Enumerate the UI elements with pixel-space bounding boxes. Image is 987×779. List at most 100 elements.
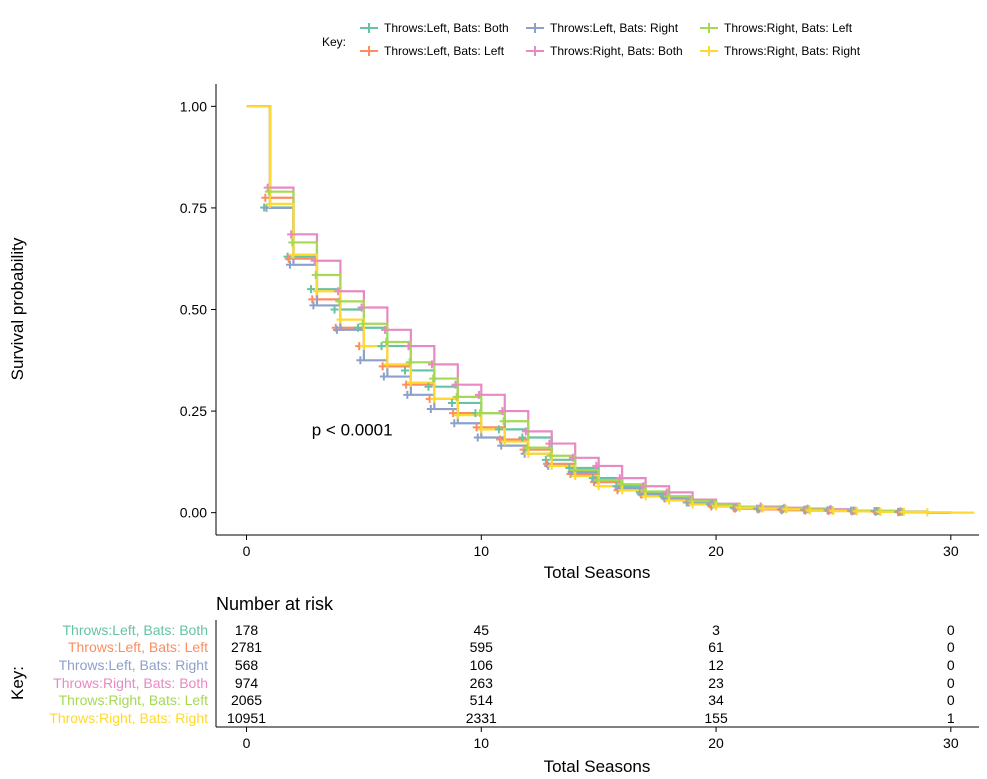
- censor-mark: [899, 507, 908, 516]
- legend-item: Throws:Right, Bats: Both: [526, 44, 683, 58]
- risk-table-x-tick-label: 20: [708, 735, 724, 751]
- legend-item: Throws:Right, Bats: Right: [700, 44, 861, 58]
- risk-table-row: Throws:Right, Bats: Right 10951 2331 155 1: [49, 710, 955, 726]
- censor-mark: [688, 500, 697, 509]
- risk-table-x-tick-label: 10: [474, 735, 490, 751]
- censor-mark: [265, 199, 274, 208]
- censor-mark: [852, 507, 861, 516]
- censor-mark: [309, 301, 318, 310]
- censor-mark: [639, 482, 648, 491]
- risk-table-count: 178: [235, 622, 259, 638]
- censor-mark: [330, 305, 339, 314]
- legend-key-icon: [700, 23, 718, 33]
- risk-table-x-axis-label: Total Seasons: [544, 757, 651, 776]
- censor-mark: [263, 183, 272, 192]
- risk-table-x-tick-label: 0: [243, 735, 251, 751]
- censor-mark: [616, 480, 625, 489]
- censor-mark: [734, 502, 743, 511]
- censor-mark: [451, 380, 460, 389]
- censor-mark: [805, 506, 814, 515]
- risk-table-row: Throws:Left, Bats: Right 568 106 12 0: [59, 657, 955, 673]
- survival-curve-line: [246, 105, 951, 514]
- y-tick-label: 0.00: [180, 505, 207, 521]
- censor-mark: [571, 472, 580, 481]
- censor-mark: [499, 417, 508, 426]
- censor-mark: [541, 455, 550, 464]
- risk-table-count: 34: [708, 692, 724, 708]
- censor-mark: [473, 433, 482, 442]
- censor-mark: [500, 437, 509, 446]
- censor-mark: [662, 488, 671, 497]
- legend-key-icon: [360, 46, 378, 56]
- risk-table-row: Throws:Left, Bats: Both 178 45 3 0: [62, 622, 954, 638]
- censor-mark: [594, 482, 603, 491]
- legend-label: Throws:Right, Bats: Left: [724, 21, 853, 35]
- risk-table-count: 974: [235, 675, 259, 691]
- risk-table-count: 45: [474, 622, 490, 638]
- censor-mark: [403, 390, 412, 399]
- risk-table-count: 1: [947, 710, 955, 726]
- censor-mark: [568, 453, 577, 462]
- censor-mark: [449, 409, 458, 418]
- legend: Key: Throws:Left, Bats: Both Throws:Left,…: [322, 21, 861, 58]
- censor-mark: [546, 451, 555, 460]
- censor-mark: [641, 492, 650, 501]
- legend-item: Throws:Left, Bats: Left: [360, 44, 505, 58]
- y-tick-label: 0.50: [180, 302, 207, 318]
- risk-table-count: 61: [708, 639, 724, 655]
- risk-table-count: 263: [470, 675, 494, 691]
- risk-table-count: 595: [470, 639, 494, 655]
- risk-table-count: 0: [947, 675, 955, 691]
- risk-table-count: 106: [470, 657, 494, 673]
- legend-label: Throws:Left, Bats: Both: [384, 21, 509, 35]
- censor-mark: [378, 362, 387, 371]
- risk-table-row: Throws:Right, Bats: Both 974 263 23 0: [53, 675, 955, 691]
- censor-mark: [400, 366, 409, 375]
- censor-mark: [618, 486, 627, 495]
- risk-table-count: 0: [947, 639, 955, 655]
- risk-table-count: 10951: [227, 710, 266, 726]
- censor-mark: [876, 507, 885, 516]
- legend-key-icon: [360, 23, 378, 33]
- risk-table-count: 514: [470, 692, 494, 708]
- censor-mark: [450, 419, 459, 428]
- censor-mark: [288, 238, 297, 247]
- x-tick-label: 20: [708, 543, 724, 559]
- legend-title: Key:: [322, 35, 346, 49]
- risk-table-count: 3: [712, 622, 720, 638]
- censor-mark: [426, 405, 435, 414]
- risk-table-count: 0: [947, 657, 955, 673]
- risk-table-count: 2065: [231, 692, 262, 708]
- risk-table-count: 0: [947, 692, 955, 708]
- censor-mark: [308, 295, 317, 304]
- censor-mark: [335, 297, 344, 306]
- risk-table-row-label: Throws:Right, Bats: Right: [49, 710, 208, 726]
- censor-mark: [307, 285, 316, 294]
- censor-mark: [923, 508, 932, 517]
- censor-mark: [383, 360, 392, 369]
- censor-mark: [429, 374, 438, 383]
- censor-mark: [497, 441, 506, 450]
- censor-mark: [332, 325, 341, 334]
- censor-mark: [476, 409, 485, 418]
- censor-mark: [547, 461, 556, 470]
- y-axis-label: Survival probability: [8, 237, 27, 380]
- censor-mark: [518, 433, 527, 442]
- risk-table-row-label: Throws:Left, Bats: Both: [62, 622, 208, 638]
- main-plot: 0 10 20 30 0.00 0.25 0.50 0.75 1.00 Total Seaso…: [8, 84, 979, 582]
- censor-mark: [262, 203, 271, 212]
- censor-mark: [474, 390, 483, 399]
- y-tick-label: 1.00: [180, 98, 207, 114]
- censor-mark: [523, 443, 532, 452]
- censor-mark: [382, 338, 391, 347]
- censor-mark: [712, 502, 721, 511]
- censor-mark: [424, 382, 433, 391]
- censor-mark: [312, 287, 321, 296]
- risk-table-row-label: Throws:Right, Bats: Left: [59, 692, 209, 708]
- censor-mark: [804, 505, 813, 514]
- censor-mark: [261, 193, 270, 202]
- censor-mark: [498, 407, 507, 416]
- censor-mark: [379, 372, 388, 381]
- censor-mark: [829, 507, 838, 516]
